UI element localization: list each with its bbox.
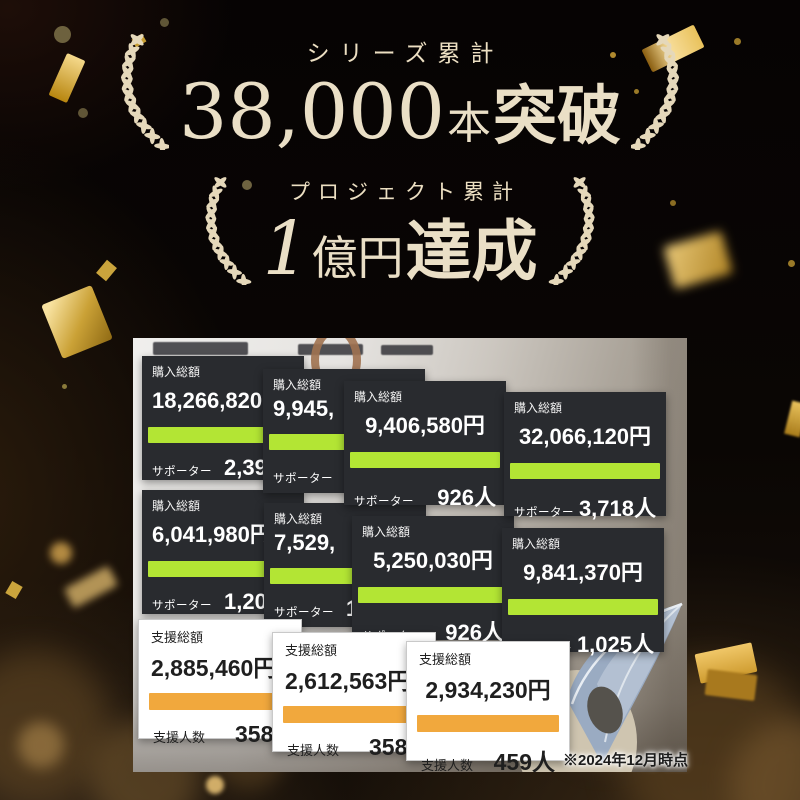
confetti-piece — [784, 400, 800, 438]
supporter-label: サポーター — [152, 466, 212, 478]
confetti-dot — [610, 52, 616, 58]
purchase-amount: 7,529, — [274, 530, 336, 555]
confetti-dot — [634, 89, 639, 94]
confetti-dot — [62, 384, 67, 389]
project-total-value: 1 億円 達成 — [262, 212, 537, 286]
series-number: 38,000 — [179, 67, 445, 156]
confetti-piece — [5, 580, 23, 600]
series-total-label: シリーズ累計 — [306, 41, 504, 67]
support-card: 支援総額 2,612,563円 支援人数 358 — [272, 632, 436, 760]
project-total-heading: プロジェクト累計 1 億円 達成 — [0, 176, 800, 286]
project-suffix: 達成 — [405, 212, 538, 290]
bokeh-circle — [50, 542, 72, 564]
purchase-amount: 18,266,820円 — [152, 388, 285, 413]
purchase-total-label: 購入総額 — [152, 365, 201, 379]
as-of-date-note: ※2024年12月時点 — [563, 752, 689, 769]
photo-text-fragment — [381, 345, 433, 355]
support-amount: 2,934,230円 — [425, 677, 551, 703]
purchase-total-label: 購入総額 — [514, 401, 563, 415]
series-total-value: 38,000 本 突破 — [179, 74, 621, 150]
supporter-number: 459人 — [493, 749, 555, 775]
purchase-total-label: 購入総額 — [273, 378, 322, 392]
support-total-label: 支援総額 — [419, 652, 472, 667]
supporter-count: 926人 — [445, 620, 504, 645]
support-total-label: 支援総額 — [151, 630, 204, 645]
support-card: 支援総額 2,934,230円 支援人数 459人 — [406, 641, 570, 775]
bokeh-circle — [18, 722, 64, 768]
supporter-number: 358 — [369, 734, 408, 760]
purchase-amount: 9,945, — [273, 396, 335, 421]
series-suffix: 突破 — [492, 79, 621, 154]
project-total-label: プロジェクト累計 — [289, 180, 521, 204]
support-amount: 2,885,460円 — [151, 655, 277, 681]
purchase-amount: 9,841,370円 — [523, 560, 643, 585]
purchase-total-label: 購入総額 — [354, 390, 403, 404]
supporter-label: サポーター — [514, 507, 574, 519]
purchase-total-label: 購入総額 — [274, 512, 323, 526]
supporter-number-label: 支援人数 — [421, 758, 474, 773]
support-amount: 2,612,563円 — [285, 668, 411, 694]
purchase-amount: 6,041,980円 — [152, 522, 272, 547]
laurel-wreath-right-icon — [630, 34, 679, 150]
progress-bar-orange — [417, 715, 559, 732]
confetti-dot — [788, 260, 795, 267]
purchase-card: 購入総額 9,406,580円 サポーター 926人 — [344, 381, 506, 510]
supporter-count: 3,718人 — [578, 496, 656, 521]
purchase-amount: 5,250,030円 — [373, 548, 493, 573]
laurel-wreath-left-icon — [121, 34, 170, 150]
purchase-card: 購入総額 32,066,120円 サポーター 3,718人 — [504, 392, 666, 521]
progress-bar-green — [508, 599, 658, 615]
supporter-label: サポーター — [354, 496, 414, 508]
supporter-count: 2,39 — [224, 455, 267, 480]
project-number: 1 — [262, 206, 310, 292]
purchase-total-label: 購入総額 — [362, 525, 411, 539]
confetti-dot — [54, 26, 71, 43]
purchase-total-label: 購入総額 — [512, 537, 561, 551]
confetti-piece — [63, 565, 119, 609]
supporter-number-label: 支援人数 — [287, 743, 340, 758]
project-unit: 億円 — [311, 231, 404, 285]
series-unit: 本 — [446, 98, 491, 149]
confetti-piece — [41, 284, 113, 360]
confetti-dot — [734, 38, 741, 45]
progress-bar-orange — [149, 693, 291, 710]
purchase-amount: 32,066,120円 — [518, 424, 652, 449]
photo-text-fragment — [153, 342, 248, 355]
confetti-dot — [160, 18, 169, 27]
progress-bar-green — [350, 452, 500, 468]
support-total-label: 支援総額 — [285, 643, 338, 658]
bokeh-circle — [206, 776, 224, 794]
supporter-label: サポーター — [274, 607, 334, 619]
progress-bar-green — [358, 587, 508, 603]
series-total-heading: シリーズ累計 38,000 本 突破 — [0, 34, 800, 150]
supporter-number-label: 支援人数 — [153, 730, 206, 745]
progress-bar-green — [148, 561, 298, 577]
laurel-wreath-right-icon — [548, 177, 595, 285]
confetti-dot — [78, 108, 88, 118]
progress-bar-green — [510, 463, 660, 479]
supporter-number: 358 — [235, 721, 274, 747]
supporter-label: サポーター — [273, 473, 333, 485]
confetti-dot — [242, 180, 252, 190]
purchase-amount: 9,406,580円 — [365, 413, 485, 438]
purchase-total-label: 購入総額 — [152, 499, 201, 513]
progress-bar-green — [148, 427, 298, 443]
confetti-dot — [670, 200, 676, 206]
supporter-label: サポーター — [152, 600, 212, 612]
supporter-count: 1,025人 — [576, 632, 654, 657]
progress-bar-orange — [283, 706, 425, 723]
laurel-wreath-left-icon — [205, 177, 252, 285]
supporter-count: 926人 — [437, 485, 496, 510]
